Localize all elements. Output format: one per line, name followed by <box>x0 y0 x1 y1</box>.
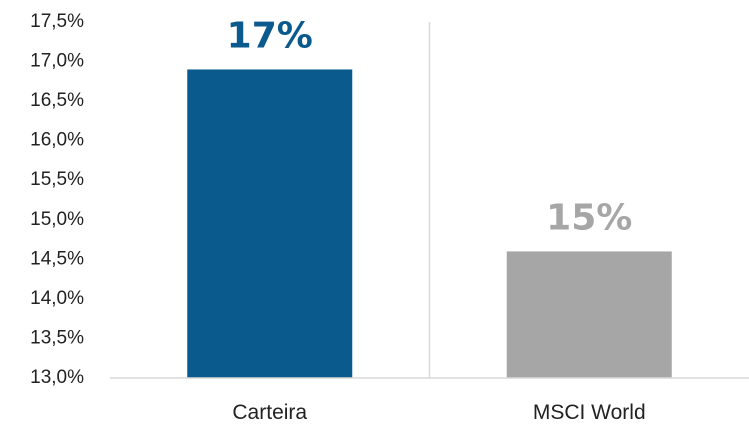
bars <box>187 69 672 378</box>
bar-msci-world <box>506 251 672 378</box>
category-label: MSCI World <box>533 401 646 424</box>
y-tick-label: 16,0% <box>30 130 84 151</box>
y-tick-label: 15,0% <box>30 209 84 230</box>
y-axis-ticks: 13,0% 13,5% 14,0% 14,5% 15,0% 15,5% 16,0% 16,5%… <box>30 11 84 388</box>
data-label: 17% <box>227 15 313 56</box>
y-tick-label: 17,0% <box>30 51 84 72</box>
y-tick-label: 15,5% <box>30 169 84 190</box>
y-tick-label: 14,5% <box>30 248 84 269</box>
data-labels: 17% 15% <box>227 15 633 238</box>
y-tick-label: 16,5% <box>30 90 84 111</box>
y-tick-label: 13,0% <box>30 367 84 388</box>
data-label: 15% <box>546 197 632 238</box>
y-tick-label: 14,0% <box>30 288 84 309</box>
x-axis-categories: Carteira MSCI World <box>232 401 645 424</box>
bar-carteira <box>187 69 353 378</box>
y-tick-label: 13,5% <box>30 327 84 348</box>
category-label: Carteira <box>232 401 307 424</box>
y-tick-label: 17,5% <box>30 11 84 32</box>
